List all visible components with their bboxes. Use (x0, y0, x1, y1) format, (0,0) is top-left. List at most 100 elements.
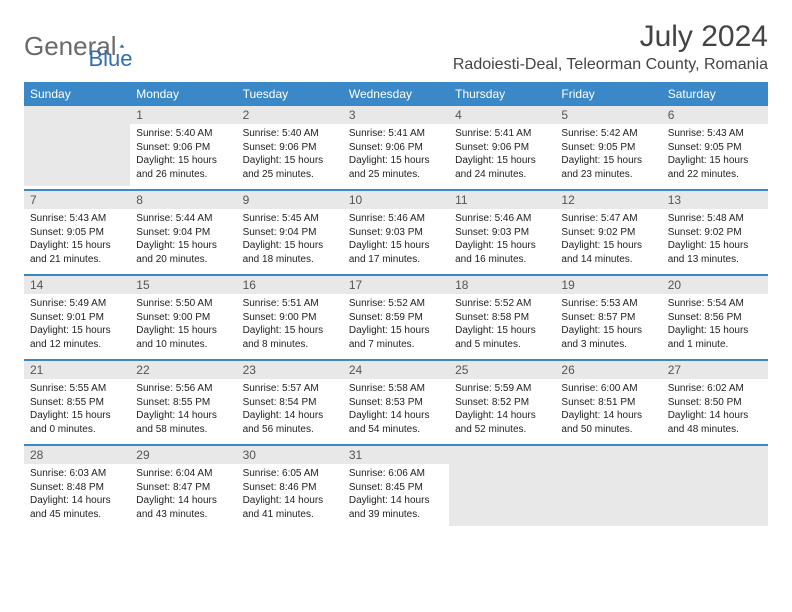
calendar-row: 28Sunrise: 6:03 AMSunset: 8:48 PMDayligh… (24, 445, 768, 529)
day-number (449, 446, 555, 464)
calendar-row: 21Sunrise: 5:55 AMSunset: 8:55 PMDayligh… (24, 360, 768, 445)
calendar-cell: 16Sunrise: 5:51 AMSunset: 9:00 PMDayligh… (237, 275, 343, 360)
day-text: Sunrise: 6:04 AMSunset: 8:47 PMDaylight:… (130, 464, 236, 529)
day-text: Sunrise: 5:47 AMSunset: 9:02 PMDaylight:… (555, 209, 661, 274)
day-number: 26 (555, 361, 661, 379)
calendar-cell: 25Sunrise: 5:59 AMSunset: 8:52 PMDayligh… (449, 360, 555, 445)
day-number: 13 (662, 191, 768, 209)
day-header: Friday (555, 82, 661, 106)
day-number: 10 (343, 191, 449, 209)
day-number: 21 (24, 361, 130, 379)
calendar-cell: 3Sunrise: 5:41 AMSunset: 9:06 PMDaylight… (343, 106, 449, 190)
day-number: 23 (237, 361, 343, 379)
logo: General Blue (24, 20, 133, 72)
calendar-cell: 17Sunrise: 5:52 AMSunset: 8:59 PMDayligh… (343, 275, 449, 360)
calendar-cell (662, 445, 768, 529)
day-text: Sunrise: 5:43 AMSunset: 9:05 PMDaylight:… (662, 124, 768, 189)
calendar-cell: 27Sunrise: 6:02 AMSunset: 8:50 PMDayligh… (662, 360, 768, 445)
page-title: July 2024 (453, 20, 768, 54)
day-number: 28 (24, 446, 130, 464)
calendar-row: 14Sunrise: 5:49 AMSunset: 9:01 PMDayligh… (24, 275, 768, 360)
day-number: 14 (24, 276, 130, 294)
day-text: Sunrise: 5:43 AMSunset: 9:05 PMDaylight:… (24, 209, 130, 274)
day-text: Sunrise: 5:41 AMSunset: 9:06 PMDaylight:… (449, 124, 555, 189)
day-header: Sunday (24, 82, 130, 106)
day-text (662, 464, 768, 526)
day-header: Tuesday (237, 82, 343, 106)
day-text: Sunrise: 5:59 AMSunset: 8:52 PMDaylight:… (449, 379, 555, 444)
day-text: Sunrise: 5:46 AMSunset: 9:03 PMDaylight:… (449, 209, 555, 274)
calendar-cell: 4Sunrise: 5:41 AMSunset: 9:06 PMDaylight… (449, 106, 555, 190)
calendar-cell: 9Sunrise: 5:45 AMSunset: 9:04 PMDaylight… (237, 190, 343, 275)
day-number: 2 (237, 106, 343, 124)
day-header: Wednesday (343, 82, 449, 106)
calendar-cell: 1Sunrise: 5:40 AMSunset: 9:06 PMDaylight… (130, 106, 236, 190)
day-text: Sunrise: 5:42 AMSunset: 9:05 PMDaylight:… (555, 124, 661, 189)
calendar-cell: 21Sunrise: 5:55 AMSunset: 8:55 PMDayligh… (24, 360, 130, 445)
day-number (555, 446, 661, 464)
day-text: Sunrise: 5:40 AMSunset: 9:06 PMDaylight:… (237, 124, 343, 189)
calendar-cell: 2Sunrise: 5:40 AMSunset: 9:06 PMDaylight… (237, 106, 343, 190)
day-text: Sunrise: 5:45 AMSunset: 9:04 PMDaylight:… (237, 209, 343, 274)
day-text: Sunrise: 5:50 AMSunset: 9:00 PMDaylight:… (130, 294, 236, 359)
day-text: Sunrise: 5:40 AMSunset: 9:06 PMDaylight:… (130, 124, 236, 189)
day-number: 18 (449, 276, 555, 294)
calendar-cell: 26Sunrise: 6:00 AMSunset: 8:51 PMDayligh… (555, 360, 661, 445)
calendar-cell: 14Sunrise: 5:49 AMSunset: 9:01 PMDayligh… (24, 275, 130, 360)
day-number: 24 (343, 361, 449, 379)
calendar-cell: 20Sunrise: 5:54 AMSunset: 8:56 PMDayligh… (662, 275, 768, 360)
calendar-cell: 24Sunrise: 5:58 AMSunset: 8:53 PMDayligh… (343, 360, 449, 445)
calendar-cell: 29Sunrise: 6:04 AMSunset: 8:47 PMDayligh… (130, 445, 236, 529)
day-number: 11 (449, 191, 555, 209)
day-text: Sunrise: 6:05 AMSunset: 8:46 PMDaylight:… (237, 464, 343, 529)
calendar: SundayMondayTuesdayWednesdayThursdayFrid… (24, 82, 768, 529)
day-header: Monday (130, 82, 236, 106)
day-text: Sunrise: 5:52 AMSunset: 8:58 PMDaylight:… (449, 294, 555, 359)
calendar-cell (24, 106, 130, 190)
day-number: 8 (130, 191, 236, 209)
day-text: Sunrise: 5:56 AMSunset: 8:55 PMDaylight:… (130, 379, 236, 444)
day-text (24, 124, 130, 186)
day-number (24, 106, 130, 124)
calendar-cell: 13Sunrise: 5:48 AMSunset: 9:02 PMDayligh… (662, 190, 768, 275)
day-number: 22 (130, 361, 236, 379)
day-text: Sunrise: 5:57 AMSunset: 8:54 PMDaylight:… (237, 379, 343, 444)
calendar-cell: 30Sunrise: 6:05 AMSunset: 8:46 PMDayligh… (237, 445, 343, 529)
day-text: Sunrise: 5:44 AMSunset: 9:04 PMDaylight:… (130, 209, 236, 274)
calendar-cell: 11Sunrise: 5:46 AMSunset: 9:03 PMDayligh… (449, 190, 555, 275)
day-number: 19 (555, 276, 661, 294)
day-header: Saturday (662, 82, 768, 106)
day-text: Sunrise: 5:49 AMSunset: 9:01 PMDaylight:… (24, 294, 130, 359)
day-text: Sunrise: 5:41 AMSunset: 9:06 PMDaylight:… (343, 124, 449, 189)
calendar-cell: 7Sunrise: 5:43 AMSunset: 9:05 PMDaylight… (24, 190, 130, 275)
day-text: Sunrise: 6:02 AMSunset: 8:50 PMDaylight:… (662, 379, 768, 444)
calendar-cell: 15Sunrise: 5:50 AMSunset: 9:00 PMDayligh… (130, 275, 236, 360)
day-number: 25 (449, 361, 555, 379)
day-number: 7 (24, 191, 130, 209)
calendar-cell: 23Sunrise: 5:57 AMSunset: 8:54 PMDayligh… (237, 360, 343, 445)
calendar-cell: 19Sunrise: 5:53 AMSunset: 8:57 PMDayligh… (555, 275, 661, 360)
calendar-cell: 28Sunrise: 6:03 AMSunset: 8:48 PMDayligh… (24, 445, 130, 529)
day-number: 29 (130, 446, 236, 464)
day-text (449, 464, 555, 526)
day-text: Sunrise: 5:52 AMSunset: 8:59 PMDaylight:… (343, 294, 449, 359)
calendar-cell: 5Sunrise: 5:42 AMSunset: 9:05 PMDaylight… (555, 106, 661, 190)
day-number: 31 (343, 446, 449, 464)
day-text: Sunrise: 6:00 AMSunset: 8:51 PMDaylight:… (555, 379, 661, 444)
logo-text-blue: Blue (89, 46, 133, 72)
day-number: 5 (555, 106, 661, 124)
day-header: Thursday (449, 82, 555, 106)
calendar-cell: 31Sunrise: 6:06 AMSunset: 8:45 PMDayligh… (343, 445, 449, 529)
header-right: July 2024 Radoiesti-Deal, Teleorman Coun… (453, 20, 768, 74)
day-number: 3 (343, 106, 449, 124)
day-text: Sunrise: 5:53 AMSunset: 8:57 PMDaylight:… (555, 294, 661, 359)
calendar-cell (555, 445, 661, 529)
day-number: 9 (237, 191, 343, 209)
day-header-row: SundayMondayTuesdayWednesdayThursdayFrid… (24, 82, 768, 106)
day-text: Sunrise: 5:58 AMSunset: 8:53 PMDaylight:… (343, 379, 449, 444)
calendar-cell: 12Sunrise: 5:47 AMSunset: 9:02 PMDayligh… (555, 190, 661, 275)
location: Radoiesti-Deal, Teleorman County, Romani… (453, 56, 768, 74)
day-number: 6 (662, 106, 768, 124)
day-number: 4 (449, 106, 555, 124)
calendar-cell: 10Sunrise: 5:46 AMSunset: 9:03 PMDayligh… (343, 190, 449, 275)
